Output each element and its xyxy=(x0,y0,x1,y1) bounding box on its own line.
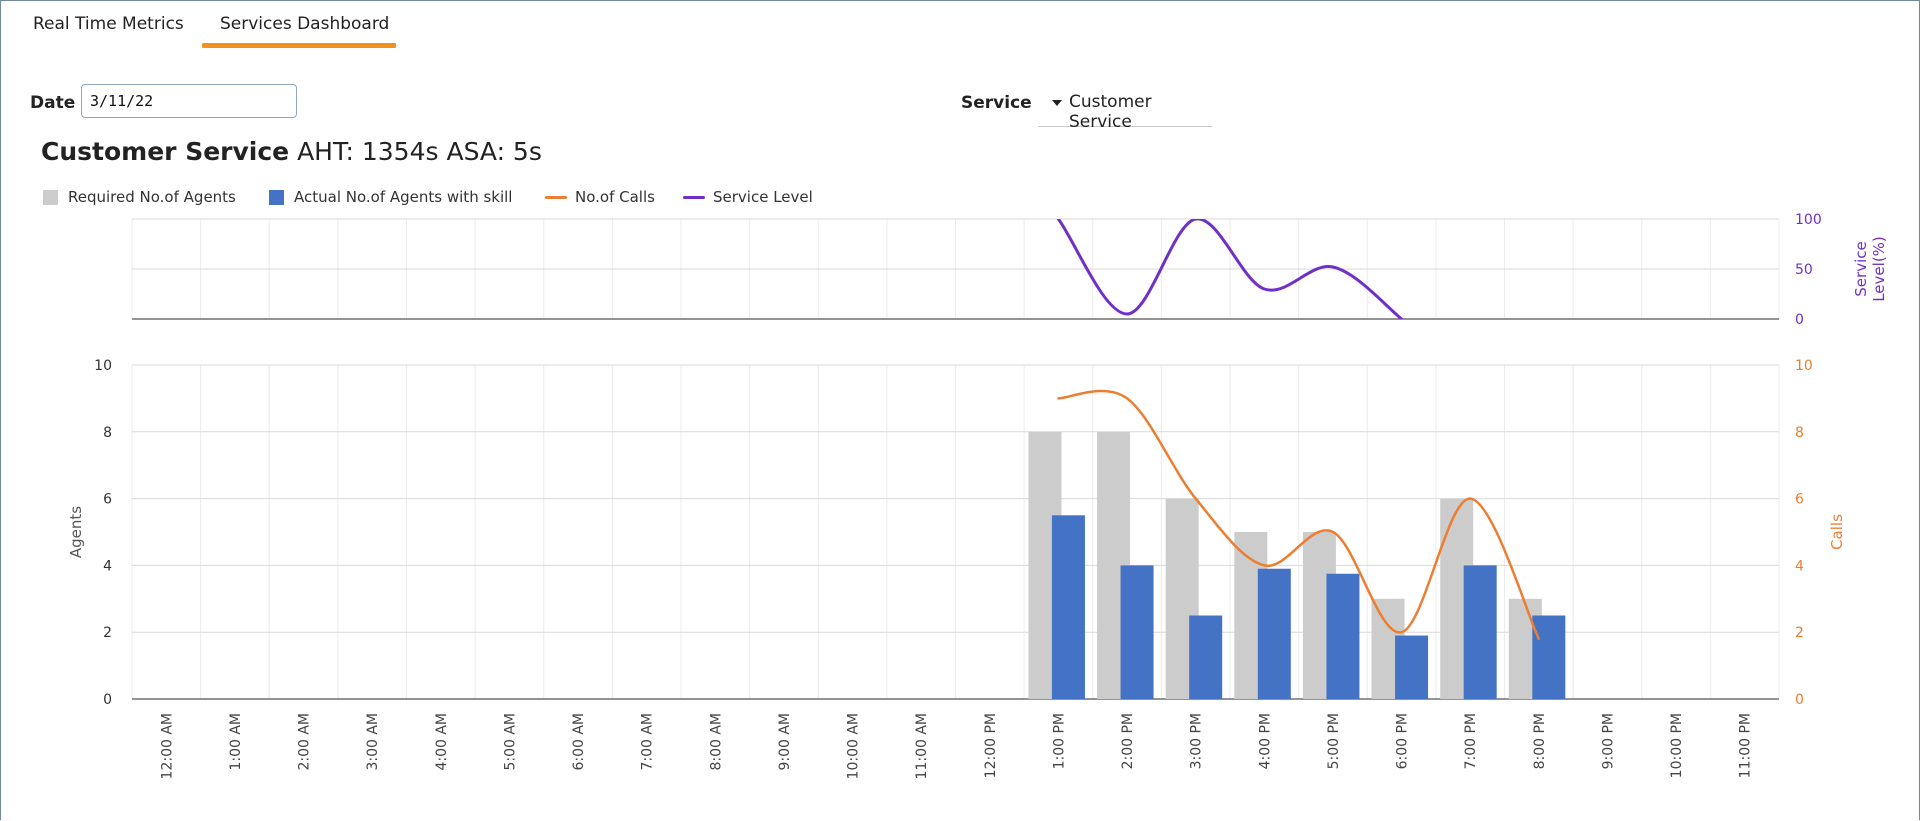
x-tick-label: 8:00 PM xyxy=(1532,713,1548,769)
service-select[interactable]: Customer Service xyxy=(1038,87,1212,132)
tick-label-agents: 10 xyxy=(94,358,112,374)
axis-title-line: Level(%) xyxy=(1870,236,1888,302)
tick-label-agents: 8 xyxy=(103,425,112,441)
active-tab-indicator xyxy=(202,43,396,48)
x-tick-label: 6:00 AM xyxy=(571,713,587,771)
tick-label-agents: 2 xyxy=(103,625,112,641)
legend-swatch-calls xyxy=(545,196,567,199)
x-tick-label: 9:00 PM xyxy=(1600,713,1616,769)
chart-title-metrics: AHT: 1354s ASA: 5s xyxy=(297,137,542,166)
tick-label-service-level: 100 xyxy=(1795,212,1822,228)
x-tick-label: 2:00 AM xyxy=(297,713,313,771)
tick-label-calls: 8 xyxy=(1795,425,1804,441)
x-tick-label: 7:00 AM xyxy=(640,713,656,771)
bar-actual-agents xyxy=(1463,565,1497,699)
bar-actual-agents xyxy=(1395,635,1429,699)
x-tick-label: 1:00 AM xyxy=(228,713,244,771)
tick-label-service-level: 0 xyxy=(1795,312,1804,328)
date-label: Date xyxy=(30,93,76,113)
legend-label: Actual No.of Agents with skill xyxy=(294,188,513,206)
legend-label: No.of Calls xyxy=(575,188,655,206)
legend-label: Required No.of Agents xyxy=(68,188,236,206)
bar-actual-agents xyxy=(1120,565,1154,699)
chart-title-service: Customer Service xyxy=(41,137,290,166)
tick-label-agents: 4 xyxy=(103,558,112,574)
tab-real-time-metrics[interactable]: Real Time Metrics xyxy=(33,14,184,34)
tick-label-calls: 2 xyxy=(1795,625,1804,641)
x-tick-label: 2:00 PM xyxy=(1120,713,1136,769)
x-tick-label: 12:00 PM xyxy=(983,713,999,778)
x-tick-label: 11:00 AM xyxy=(914,713,930,779)
x-tick-label: 10:00 PM xyxy=(1669,713,1685,778)
x-tick-label: 9:00 AM xyxy=(777,713,793,771)
service-label: Service xyxy=(961,93,1032,113)
bar-actual-agents xyxy=(1051,515,1085,699)
legend-swatch-service-level xyxy=(683,196,705,199)
x-tick-label: 4:00 PM xyxy=(1257,713,1273,769)
tab-bar: Real Time Metrics Services Dashboard xyxy=(1,1,1919,51)
tick-label-service-level: 50 xyxy=(1795,262,1813,278)
caret-down-icon xyxy=(1052,100,1062,106)
x-tick-label: 5:00 AM xyxy=(502,713,518,771)
x-tick-label: 1:00 PM xyxy=(1051,713,1067,769)
x-tick-label: 10:00 AM xyxy=(846,713,862,779)
tick-label-agents: 0 xyxy=(103,692,112,708)
legend-swatch-actual xyxy=(269,190,284,205)
tab-services-dashboard[interactable]: Services Dashboard xyxy=(220,14,390,34)
axis-title-line: Service xyxy=(1852,241,1870,296)
tick-label-calls: 4 xyxy=(1795,558,1804,574)
service-select-value: Customer Service xyxy=(1069,92,1152,132)
tick-label-agents: 6 xyxy=(103,492,112,508)
axis-title-service-level: ServiceLevel(%) xyxy=(1852,236,1888,302)
x-tick-label: 11:00 PM xyxy=(1738,713,1754,778)
legend-label: Service Level xyxy=(713,188,813,206)
chart-title: Customer Service AHT: 1354s ASA: 5s xyxy=(41,137,542,166)
tick-label-calls: 0 xyxy=(1795,692,1804,708)
date-input[interactable] xyxy=(81,84,297,118)
tick-label-calls: 10 xyxy=(1795,358,1813,374)
axis-title-calls: Calls xyxy=(1828,514,1846,550)
bar-actual-agents xyxy=(1257,568,1291,699)
legend-swatch-required xyxy=(43,190,58,205)
x-tick-label: 5:00 PM xyxy=(1326,713,1342,769)
x-tick-label: 8:00 AM xyxy=(708,713,724,771)
line-calls xyxy=(1057,389,1541,641)
x-tick-label: 7:00 PM xyxy=(1463,713,1479,769)
x-tick-label: 12:00 AM xyxy=(159,713,175,779)
x-tick-label: 4:00 AM xyxy=(434,713,450,771)
bar-actual-agents xyxy=(1532,615,1566,699)
bar-actual-agents xyxy=(1189,615,1223,699)
line-service-level xyxy=(1056,219,1404,319)
x-tick-label: 3:00 PM xyxy=(1189,713,1205,769)
bar-actual-agents xyxy=(1326,573,1360,699)
axis-title-agents: Agents xyxy=(67,506,85,558)
tick-label-calls: 6 xyxy=(1795,492,1804,508)
x-tick-label: 3:00 AM xyxy=(365,713,381,771)
x-tick-label: 6:00 PM xyxy=(1395,713,1411,769)
